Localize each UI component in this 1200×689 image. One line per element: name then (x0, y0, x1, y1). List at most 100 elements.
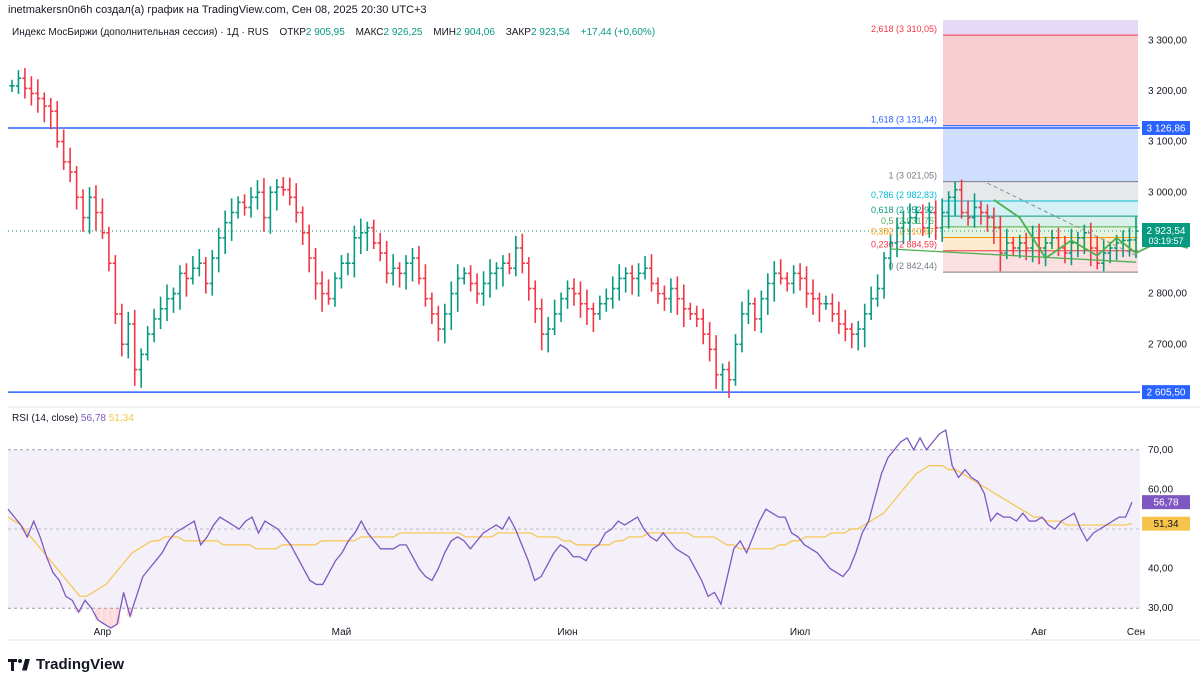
price-bar (862, 303, 868, 348)
price-bar (22, 68, 28, 99)
price-bar (157, 296, 164, 330)
price-bar (674, 276, 680, 315)
rsi-value-tag: 56,78 (1142, 495, 1190, 510)
rsi-oversold-fill (107, 608, 114, 628)
price-bar (112, 255, 118, 324)
price-bar (429, 292, 435, 324)
price-bar (480, 271, 487, 306)
price-bar (707, 321, 713, 362)
uptrend-line (890, 248, 1137, 263)
price-bar (248, 187, 254, 218)
price-bar (577, 281, 584, 318)
fib-label-1: 1 (3 021,05) (888, 171, 937, 181)
price-bar (920, 204, 926, 236)
price-bar (190, 256, 196, 285)
price-bar (384, 240, 390, 284)
price-bar (797, 263, 803, 291)
price-bar (532, 280, 538, 323)
rsi-oversold-fill (114, 608, 121, 625)
price-bar (106, 226, 112, 272)
price-bar (358, 218, 364, 255)
price-bar (881, 252, 887, 299)
rsi-value-tag-text: 56,78 (1153, 498, 1178, 509)
rsi-tick-label: 30,00 (1148, 603, 1173, 614)
high-value: 2 926,25 (383, 27, 423, 38)
last-price-tag-value: 2 923,54 (1147, 226, 1186, 237)
price-bar (468, 265, 474, 292)
price-bar (558, 292, 564, 322)
price-bar (390, 254, 396, 286)
price-bar (513, 235, 519, 277)
price-bar (506, 253, 513, 275)
rsi-ma-value-tag: 51,34 (1142, 516, 1190, 531)
price-bar (1049, 229, 1055, 250)
price-bar (1081, 224, 1087, 255)
rsi-label: RSI (14, close) (12, 413, 79, 424)
price-bar (590, 302, 596, 333)
price-bar (67, 147, 73, 183)
price-bar (655, 277, 661, 304)
price-bar (500, 255, 506, 287)
price-bar (545, 316, 551, 353)
price-bar (377, 232, 383, 262)
price-bar (132, 309, 138, 386)
price-bar (836, 301, 842, 335)
price-bar (280, 177, 286, 196)
price-bar (648, 254, 655, 292)
close-label: ЗАКР (505, 27, 531, 38)
price-bar (778, 259, 784, 285)
price-bar (829, 293, 835, 322)
price-bar (235, 196, 241, 219)
price-bar (351, 225, 357, 278)
rsi-ma-header-value: 51,34 (108, 413, 134, 424)
chart-credit: inetmakersn0n6h создал(а) график на Trad… (8, 4, 427, 16)
price-bar (539, 298, 545, 351)
price-bar (564, 280, 571, 309)
logo-text: TradingView (36, 656, 125, 673)
tradingview-logo-icon (8, 658, 30, 671)
price-tick-label: 3 300,00 (1148, 35, 1187, 46)
price-bar (732, 334, 739, 386)
price-bar (267, 186, 273, 234)
fib-zone-0.5 (943, 226, 1138, 238)
price-bar (726, 361, 732, 398)
price-bar (416, 245, 422, 285)
price-bar (603, 288, 609, 312)
price-bar (319, 271, 325, 312)
price-tick-label: 3 200,00 (1148, 86, 1187, 97)
level-price-tag-text: 3 126,86 (1147, 123, 1186, 134)
price-bar (868, 286, 874, 320)
price-bar (894, 217, 900, 258)
price-bar (435, 305, 441, 342)
price-bar (455, 264, 461, 312)
price-bar (752, 297, 758, 332)
price-bar (784, 272, 790, 292)
price-bar (461, 267, 467, 285)
fib-label-0.618: 0,618 (2 952,92) (871, 205, 937, 215)
price-bar (946, 191, 952, 229)
price-bar (1023, 232, 1029, 261)
price-bar (842, 309, 848, 342)
tradingview-logo: TradingView (8, 656, 124, 673)
change-value: +17,44 (+0,60%) (580, 27, 656, 38)
level-price-tag-bg (1142, 120, 1190, 135)
price-bar (442, 303, 448, 344)
price-bar (422, 264, 429, 307)
price-bar (823, 295, 829, 310)
price-bar (907, 203, 913, 241)
rsi-ma-value-tag-text: 51,34 (1153, 519, 1178, 530)
last-price-tag-timer: 03:19:57 (1148, 236, 1183, 246)
price-bar (493, 262, 500, 290)
fib-zone-1.618 (943, 125, 1138, 182)
rsi-tick-label: 60,00 (1148, 484, 1173, 495)
price-bar (1010, 236, 1016, 257)
price-bar (803, 266, 810, 308)
price-bar (713, 335, 719, 389)
price-bar (971, 193, 978, 228)
fib-label-0.236: 0,236 (2 884,59) (871, 240, 937, 250)
price-bar (887, 234, 894, 271)
price-bar (681, 284, 687, 328)
price-bar (519, 233, 525, 274)
